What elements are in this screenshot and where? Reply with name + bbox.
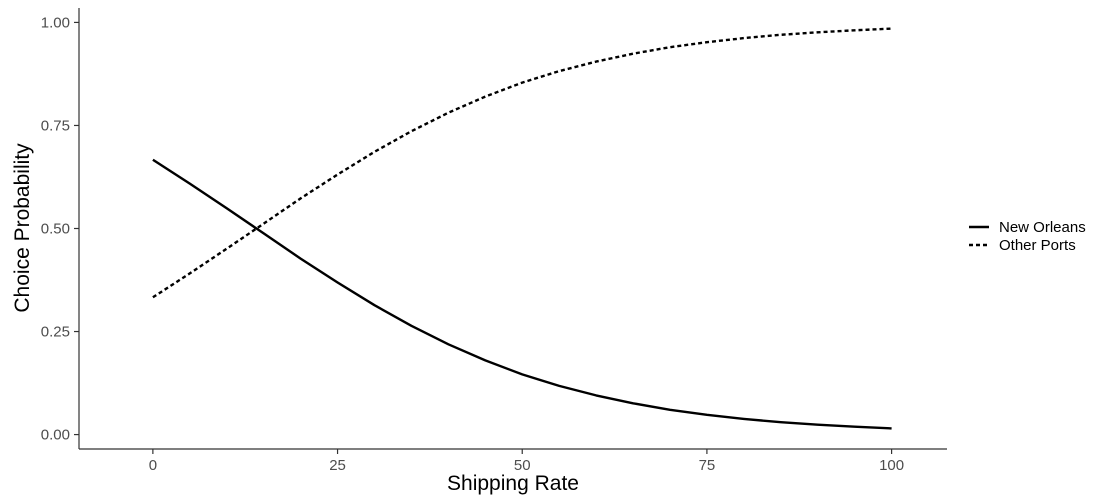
legend-label-new-orleans: New Orleans [999,219,1086,236]
x-tick-label: 100 [879,457,904,474]
series-line-new-orleans [152,158,892,430]
y-tick-label: 0.25 [41,324,70,341]
legend-label-other-ports: Other Ports [999,237,1076,254]
y-tick-label: 0.75 [41,117,70,134]
y-tick-label: 1.00 [41,14,70,31]
series-line-other-ports [152,27,892,299]
x-axis-title: Shipping Rate [447,472,579,495]
x-tick-label: 25 [329,457,346,474]
y-tick-label: 0.00 [41,427,70,444]
y-axis-title: Choice Probability [11,143,34,313]
x-tick-label: 50 [514,457,531,474]
x-axis-ticks: 0 25 50 75 100 [149,449,904,474]
x-tick-label: 0 [149,457,157,474]
y-tick-label: 0.50 [41,221,70,238]
x-tick-label: 75 [699,457,716,474]
y-axis-ticks: 0.00 0.25 0.50 0.75 1.00 [41,14,79,444]
plot-lines [152,27,892,430]
